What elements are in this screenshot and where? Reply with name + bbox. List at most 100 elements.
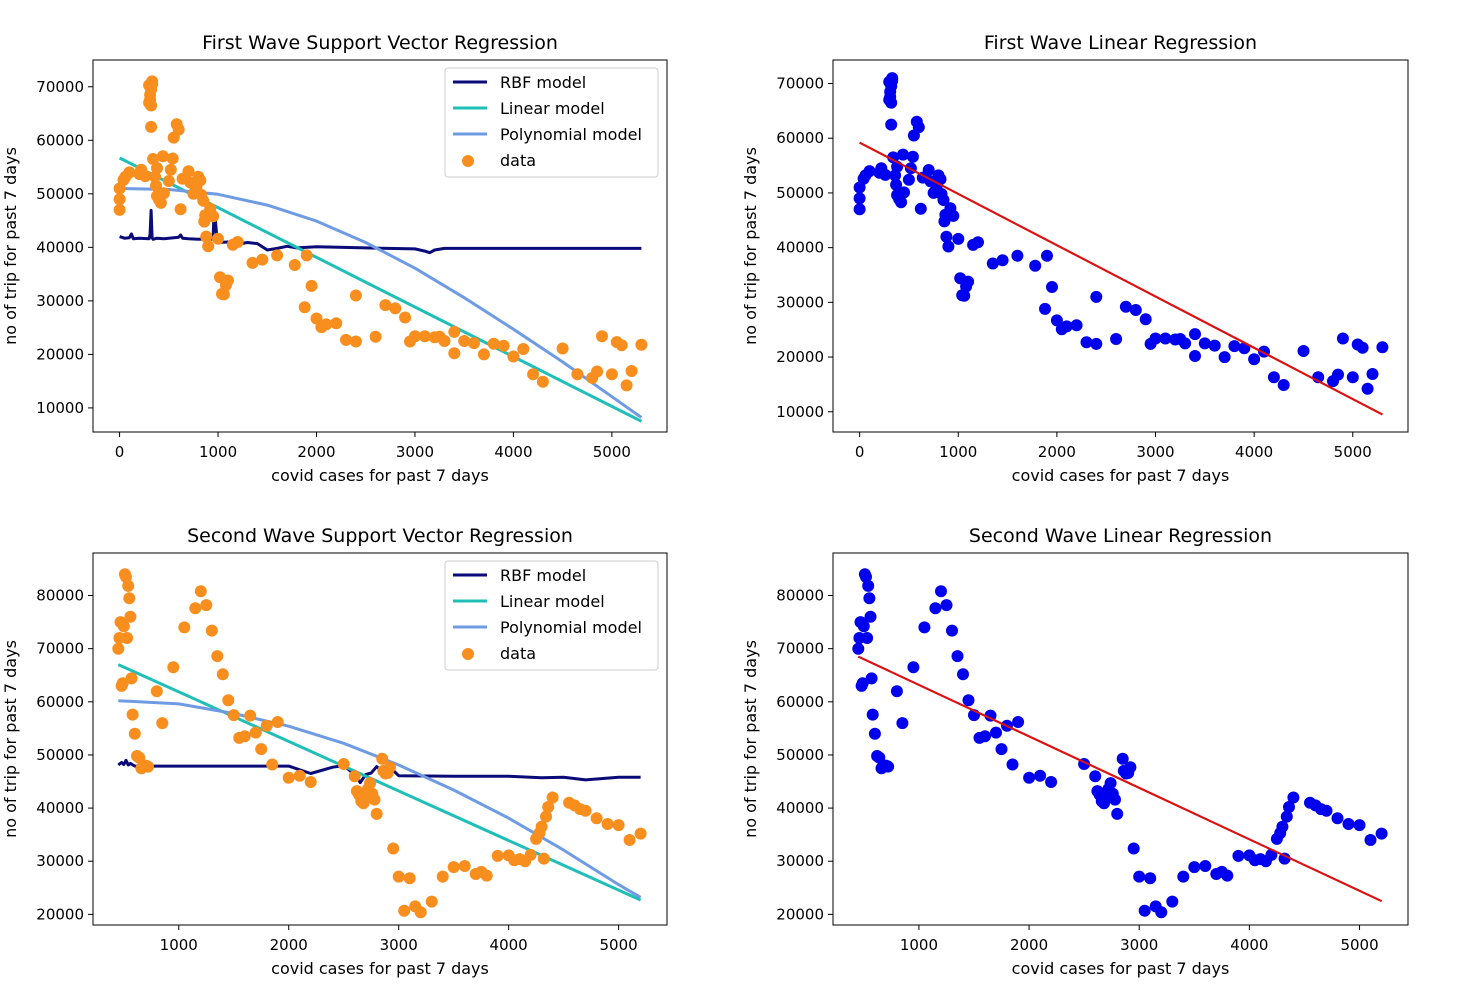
data-point [194,174,207,187]
series-line-rbf-model [119,205,642,255]
data-point [1376,341,1389,354]
data-point [147,153,160,165]
data-point [349,335,362,348]
data-point [151,162,163,175]
data-point [546,791,559,804]
axes-frame [92,59,668,433]
regression-line [859,141,1383,416]
data-point [1129,304,1142,316]
data-point [117,620,130,633]
data-point [635,338,648,351]
data-point [145,99,158,112]
y-tick-label: 60000 [776,129,824,147]
data-point [868,727,881,740]
data-point [497,339,510,352]
x-tick-label: 3000 [1120,936,1158,954]
data-point [507,350,520,363]
data-point [885,96,898,109]
data-point [1109,793,1121,806]
data-point [212,232,224,245]
y-tick-label: 50000 [36,185,84,203]
data-point [1221,869,1234,882]
data-point [527,368,540,381]
y-tick-label: 60000 [776,693,824,711]
regression-line [857,655,1383,903]
data-point [615,339,628,352]
data-point [1060,320,1073,333]
y-tick-label: 10000 [36,399,84,417]
data-point [866,708,879,721]
x-tick-label: 2000 [270,936,308,954]
y-tick-label: 70000 [776,75,824,93]
y-tick-label: 40000 [36,799,84,817]
data-point [340,333,352,346]
data-point [260,719,273,732]
data-point [1090,337,1103,350]
data-point [1267,371,1280,384]
scatter-series [113,75,648,392]
data-point [425,895,438,908]
data-point [1166,895,1179,908]
data-point [368,793,381,806]
data-point [922,164,935,176]
chart-title: Second Wave Linear Regression [969,525,1272,547]
data-point [217,288,230,301]
data-point [113,193,126,206]
data-point [1331,812,1344,825]
data-point [197,194,210,207]
y-tick-label: 20000 [776,905,824,923]
data-point [1089,770,1102,783]
data-point [305,279,318,292]
y-tick-label: 70000 [36,78,84,96]
data-point [271,716,284,728]
data-point [1149,332,1162,345]
data-point [480,869,493,882]
data-point [369,330,382,343]
data-point [853,203,866,216]
x-tick-label: 4000 [494,443,532,461]
data-point [379,299,392,312]
data-point [205,624,218,637]
data-point [979,730,991,743]
data-point [535,820,548,833]
data-point [1006,758,1019,771]
data-point [1070,319,1083,332]
data-point [145,120,158,133]
data-point [162,175,175,187]
data-point [890,685,903,698]
data-point [1041,249,1053,262]
y-tick-label: 40000 [776,799,824,817]
scatter-series [852,568,1388,919]
data-point [227,709,240,722]
data-point [579,804,592,817]
data-point [886,74,899,87]
x-tick-label: 1000 [199,443,237,461]
y-tick-label: 60000 [36,693,84,711]
y-tick-label: 70000 [36,640,84,658]
data-point [139,170,152,183]
data-point [857,620,870,633]
x-tick-label: 5000 [593,443,631,461]
x-tick-label: 3000 [380,936,418,954]
scatter-series [112,568,647,919]
data-point [958,289,971,302]
data-point [123,592,136,605]
data-point [887,151,900,164]
data-point [914,202,927,215]
data-point [244,709,257,722]
data-point [178,621,191,634]
y-tick-label: 30000 [776,852,824,870]
data-point [1332,368,1344,381]
plot-area [112,568,647,919]
y-tick-label: 60000 [36,131,84,149]
data-point [1199,860,1212,872]
data-point [222,694,235,707]
data-point [1208,339,1221,352]
data-point [282,771,295,784]
subplot-1: 0 1000 2000 3000 4000 5000 10000 20000 30000 4000… [1,32,668,485]
data-point [238,730,251,743]
data-point [392,870,405,883]
data-point [591,365,604,378]
data-point [1232,849,1245,862]
data-point [403,872,416,885]
